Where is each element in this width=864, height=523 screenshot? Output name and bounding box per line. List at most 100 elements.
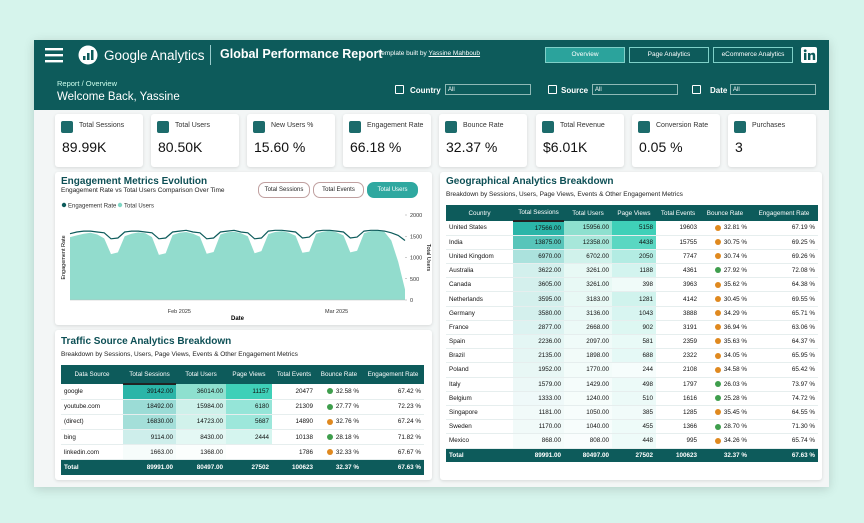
table-row: Poland 1952.00 1770.00 244 2108 34.58 % 65.42 … [446, 362, 818, 378]
column-header[interactable]: Total Users [564, 205, 612, 221]
cell-text: 1040.00 [586, 423, 609, 431]
cell-text: 9114.00 [150, 433, 173, 441]
cell-text: 13875.00 [534, 238, 561, 246]
menu-icon[interactable] [45, 47, 65, 63]
cell-text: 30.45 % [723, 295, 747, 303]
kpi-value: 0.05 % [639, 139, 683, 155]
linkedin-icon[interactable] [801, 47, 817, 63]
table-row: Belgium 1333.00 1240.00 510 1616 25.28 % 74.72… [446, 391, 818, 406]
cell-text: 3963 [682, 281, 697, 289]
kpi-value: 3 [735, 139, 743, 155]
filter-dropdown[interactable]: All [445, 84, 531, 95]
table-cell: 1366 [656, 419, 700, 435]
column-header[interactable]: Country [446, 205, 513, 221]
status-icon [714, 324, 721, 331]
column-header[interactable]: Engagement Rate [362, 365, 424, 384]
filter-dropdown[interactable]: All [730, 84, 816, 95]
cell-text: 35.63 % [723, 338, 747, 346]
cell-text: youtube.com [64, 403, 101, 411]
filter-dropdown[interactable]: All [592, 84, 678, 95]
table-cell: 2097.00 [564, 334, 612, 350]
column-header[interactable]: Total Sessions [513, 205, 564, 222]
status-icon [714, 338, 721, 345]
cell-text: 995 [686, 437, 697, 445]
column-header[interactable]: Total Sessions [123, 365, 176, 385]
toggle-button[interactable]: Total Events [313, 182, 364, 198]
nav-button[interactable]: eCommerce Analytics [713, 47, 793, 63]
table-cell: 995 [656, 433, 700, 449]
table-cell: 32.33 % [316, 444, 362, 461]
cell-text: 1579.00 [538, 380, 561, 388]
table-cell: 1952.00 [513, 362, 564, 378]
cell-text: 1333.00 [538, 394, 561, 402]
toggle-button[interactable]: Total Sessions [258, 182, 310, 198]
status-icon [714, 423, 721, 430]
total-row: Total 89991.00 80497.00 27502 100623 32.37 % 6… [446, 448, 818, 463]
cell-text: Netherlands [449, 295, 483, 303]
table-cell: 1616 [656, 391, 700, 406]
column-header[interactable]: Page Views [612, 205, 656, 221]
table-cell: bing [61, 429, 123, 446]
table-cell: 3595.00 [513, 291, 564, 307]
cell-text: 2236.00 [538, 338, 561, 346]
table-cell: 2444 [226, 429, 272, 446]
table-cell: 3261.00 [564, 277, 612, 293]
column-header[interactable]: Total Users [176, 365, 226, 384]
table-cell: 13875.00 [513, 235, 564, 250]
cell-text: 32.58 % [335, 387, 359, 395]
nav-button[interactable]: Overview [545, 47, 625, 63]
column-header[interactable]: Total Events [272, 365, 316, 384]
column-header[interactable]: Data Source [61, 365, 123, 384]
cell-text: 39142.00 [146, 388, 173, 396]
table-cell: 4361 [656, 263, 700, 279]
column-header[interactable]: Bounce Rate [700, 205, 750, 221]
table-cell: 30.75 % [700, 235, 750, 250]
total-row: Total 89991.00 80497.00 27502 100623 32.37 % 6… [61, 459, 424, 476]
table-cell: 1770.00 [564, 362, 612, 378]
table-cell: 2236.00 [513, 334, 564, 350]
table-cell: 3622.00 [513, 263, 564, 279]
table-cell: 14890 [272, 414, 316, 431]
cell-text: 67.67 % [397, 448, 421, 456]
table-cell: 1040.00 [564, 419, 612, 435]
column-header[interactable]: Page Views [226, 365, 272, 384]
cell-text: 18492.00 [146, 403, 173, 411]
cell-text: 510 [642, 394, 653, 402]
status-icon [714, 295, 721, 302]
column-header[interactable]: Bounce Rate [316, 365, 362, 384]
table-cell: 455 [612, 419, 656, 435]
cell-text: Australia [449, 267, 474, 275]
cell-text: 1043 [638, 309, 653, 317]
cell-text: 1181.00 [538, 409, 561, 417]
nav-button[interactable]: Page Analytics [629, 47, 709, 63]
table-cell: 581 [612, 334, 656, 350]
table-cell: 3136.00 [564, 306, 612, 321]
cell-text: 1429.00 [586, 380, 609, 388]
table-cell: Poland [446, 362, 513, 378]
column-header[interactable]: Engagement Rate [750, 205, 818, 221]
cell-text: 30.74 % [723, 252, 747, 260]
filter-icon [395, 85, 404, 94]
table-cell: Sweden [446, 419, 513, 435]
table-cell: 1786 [272, 444, 316, 461]
cell-text: 28.18 % [335, 433, 359, 441]
legend-label: Engagement Rate [68, 204, 117, 210]
table-row: Singapore 1181.00 1050.00 385 1285 35.45 % 64.… [446, 405, 818, 421]
author[interactable]: Yassine Mahboub [428, 50, 481, 57]
toggle-button[interactable]: Total Users [367, 182, 418, 198]
y2-axis-title: Total Users [425, 244, 431, 272]
table-cell: 32.58 % [316, 384, 362, 400]
table-cell: 244 [612, 362, 656, 378]
column-header[interactable]: Total Events [656, 205, 700, 221]
table-cell [226, 444, 272, 461]
kpi-icon [349, 121, 361, 133]
kpi-icon [445, 121, 457, 133]
cell-text: 71.30 % [791, 423, 815, 431]
cell-text: 36014.00 [196, 387, 223, 395]
table-cell: 3605.00 [513, 277, 564, 293]
panel-subtitle: Engagement Rate vs Total Users Compariso… [61, 187, 225, 194]
status-icon [714, 366, 721, 373]
cell-text: 3595.00 [538, 295, 561, 303]
cell-text: 15755 [679, 238, 697, 246]
y2-tick-label: 1000 [410, 256, 422, 262]
